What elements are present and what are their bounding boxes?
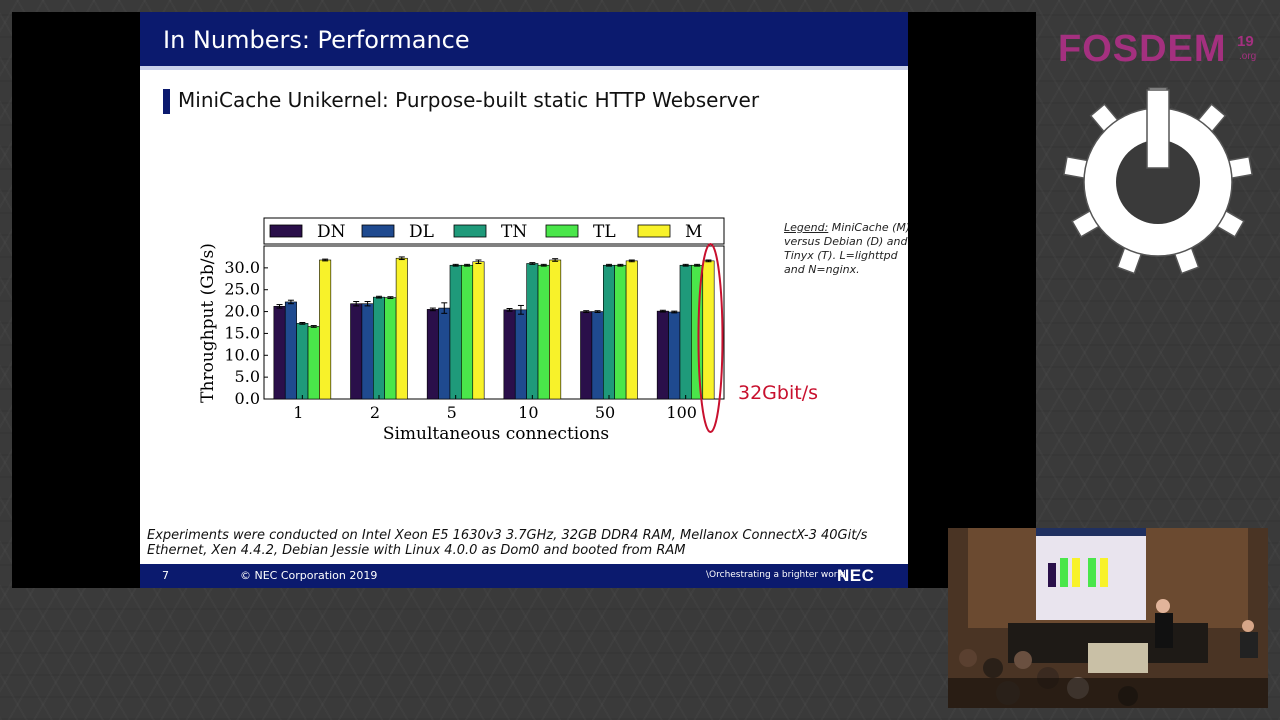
bar-tn xyxy=(296,323,309,400)
footnote: Experiments were conducted on Intel Xeon… xyxy=(147,528,897,558)
slide: In Numbers: Performance MiniCache Uniker… xyxy=(140,12,908,588)
bar-tn xyxy=(526,263,539,400)
legend-label-m: M xyxy=(685,222,702,242)
fosdem-year: 19 xyxy=(1237,33,1254,50)
y-tick-label: 20.0 xyxy=(224,302,260,321)
footnote-line-1: Experiments were conducted on Intel Xeon… xyxy=(147,528,868,543)
slide-header: In Numbers: Performance xyxy=(140,12,908,70)
bar-m xyxy=(395,257,408,400)
legend-swatch-tn xyxy=(453,224,487,238)
bar-m xyxy=(472,261,485,400)
highlight-ellipse xyxy=(697,243,724,433)
bar-m xyxy=(319,259,332,400)
bar-tn xyxy=(373,296,386,400)
legend-label-dl: DL xyxy=(409,222,434,242)
bar-tl xyxy=(614,264,627,400)
bar-tl xyxy=(384,297,397,400)
legend-label-dn: DN xyxy=(317,222,346,242)
y-tick-label: 30.0 xyxy=(224,258,260,277)
camera-inset xyxy=(948,528,1268,708)
legend-swatch-m xyxy=(637,224,671,238)
y-tick-label: 0.0 xyxy=(235,389,260,408)
legend-note-heading: Legend: xyxy=(784,221,829,234)
footnote-line-2: Ethernet, Xen 4.4.2, Debian Jessie with … xyxy=(147,543,686,558)
legend-swatch-tl xyxy=(545,224,579,238)
fosdem-org: .org xyxy=(1239,51,1257,62)
bar-dn xyxy=(426,309,439,400)
x-tick-label: 100 xyxy=(666,403,697,422)
y-tick-label: 5.0 xyxy=(235,367,260,386)
throughput-chart: DN DL TN TL M 0.0 5.0 10.0 15.0 20.0 25.0 30.0 1 2 5 10… xyxy=(198,217,725,444)
legend-swatch-dl xyxy=(361,224,395,238)
legend-note: Legend: MiniCache (M) versus Debian (D) … xyxy=(784,221,908,277)
slide-footer: 7 © NEC Corporation 2019 \Orchestrating … xyxy=(140,564,908,588)
legend-label-tn: TN xyxy=(501,222,527,242)
x-tick-label: 10 xyxy=(518,403,538,422)
bar-dl xyxy=(438,307,451,400)
page-number: 7 xyxy=(162,569,169,582)
slide-subtitle: MiniCache Unikernel: Purpose-built stati… xyxy=(178,88,760,112)
highlight-label: 32Gbit/s xyxy=(738,382,818,404)
y-axis-label: Throughput (Gb/s) xyxy=(198,243,218,403)
fosdem-logo: FOSDEM xyxy=(1058,28,1227,70)
subtitle-bullet xyxy=(163,89,170,114)
x-tick-label: 2 xyxy=(370,403,380,422)
fosdem-gear-icon xyxy=(1062,87,1254,275)
bar-tn xyxy=(602,264,615,400)
copyright: © NEC Corporation 2019 xyxy=(240,569,378,582)
bar-m xyxy=(702,260,715,400)
legend-swatch-dn xyxy=(269,224,303,238)
tagline: \Orchestrating a brighter world xyxy=(706,570,846,580)
bar-dn xyxy=(580,311,593,400)
bar-dl xyxy=(514,309,527,400)
plot-frame xyxy=(263,245,725,400)
bar-dn xyxy=(350,303,363,400)
y-tick-label: 25.0 xyxy=(224,280,260,299)
y-tick-label: 10.0 xyxy=(224,345,260,364)
bar-dl xyxy=(284,301,297,400)
lecture-hall-image xyxy=(948,528,1268,708)
bar-tl xyxy=(461,264,474,400)
bar-tl xyxy=(537,264,550,400)
nec-logo: NEC xyxy=(837,566,875,585)
legend-note-text: MiniCache (M) versus Debian (D) and Tiny… xyxy=(784,221,908,276)
bar-dl xyxy=(591,311,604,400)
bar-dn xyxy=(656,310,669,400)
bar-tn xyxy=(679,264,692,400)
bar-dn xyxy=(503,309,516,400)
bar-dl xyxy=(361,303,374,400)
legend-label-tl: TL xyxy=(593,222,616,242)
x-tick-label: 1 xyxy=(293,403,303,422)
x-axis-label: Simultaneous connections xyxy=(383,424,609,444)
x-tick-label: 50 xyxy=(595,403,615,422)
x-tick-label: 5 xyxy=(447,403,457,422)
bar-dn xyxy=(273,306,286,400)
bar-tl xyxy=(307,326,320,400)
bar-m xyxy=(549,259,562,400)
bar-tn xyxy=(449,264,462,400)
y-tick-label: 15.0 xyxy=(224,323,260,342)
bar-dl xyxy=(668,311,681,400)
bar-m xyxy=(625,260,638,400)
slide-title: In Numbers: Performance xyxy=(163,26,470,54)
